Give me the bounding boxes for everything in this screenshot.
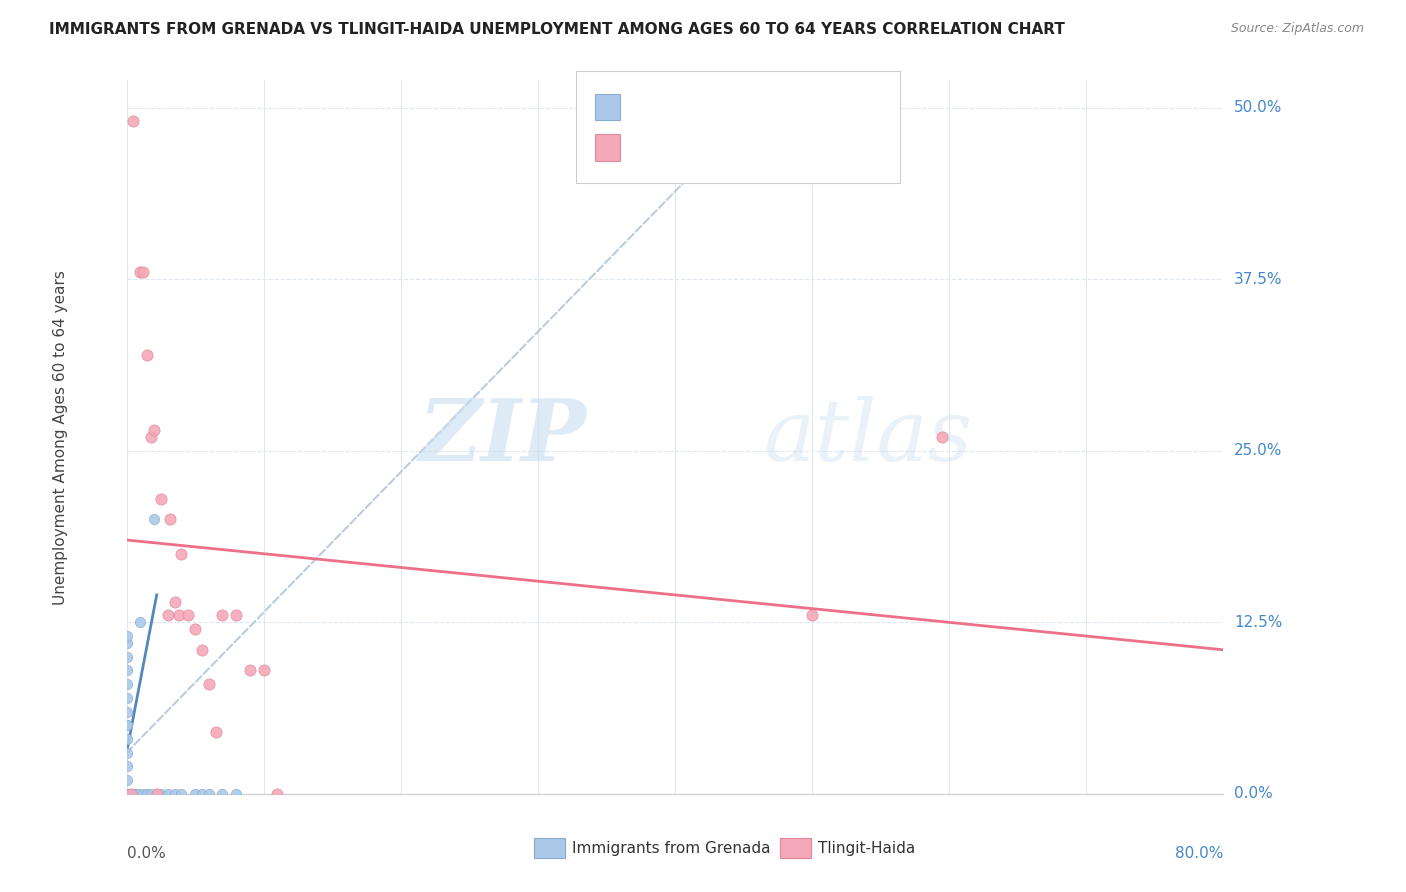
Point xyxy=(239,664,262,678)
Point xyxy=(117,787,139,801)
Point xyxy=(115,664,138,678)
Point xyxy=(118,787,141,801)
Point xyxy=(115,677,138,691)
Point xyxy=(115,629,138,643)
Point xyxy=(204,725,226,739)
Point xyxy=(136,787,159,801)
Point xyxy=(115,759,138,773)
Point xyxy=(225,608,247,623)
Text: 25.0%: 25.0% xyxy=(1234,443,1282,458)
Point xyxy=(136,348,159,362)
Point xyxy=(125,787,148,801)
Point xyxy=(115,787,138,801)
Point xyxy=(170,547,193,561)
Point xyxy=(253,664,276,678)
Point xyxy=(211,608,233,623)
Point xyxy=(117,787,139,801)
Text: R =  0.297   N = 43: R = 0.297 N = 43 xyxy=(628,98,778,112)
Point xyxy=(120,787,142,801)
Point xyxy=(115,746,138,760)
Point xyxy=(115,718,138,732)
Text: Tlingit-Haida: Tlingit-Haida xyxy=(818,841,915,855)
Point xyxy=(122,787,145,801)
Point xyxy=(149,491,172,506)
Point xyxy=(120,787,142,801)
Point xyxy=(118,787,141,801)
Point xyxy=(145,787,167,801)
Text: Unemployment Among Ages 60 to 64 years: Unemployment Among Ages 60 to 64 years xyxy=(53,269,69,605)
Point xyxy=(115,705,138,719)
Point xyxy=(266,787,288,801)
Point xyxy=(211,787,233,801)
Point xyxy=(156,787,179,801)
Text: atlas: atlas xyxy=(762,396,972,478)
Point xyxy=(115,649,138,664)
Point xyxy=(170,787,193,801)
Point xyxy=(159,512,181,526)
Point xyxy=(121,787,143,801)
Point xyxy=(197,787,219,801)
Text: 37.5%: 37.5% xyxy=(1234,272,1282,286)
Point xyxy=(115,787,138,801)
Point xyxy=(163,595,186,609)
Point xyxy=(115,636,138,650)
Point xyxy=(141,430,163,444)
Text: IMMIGRANTS FROM GRENADA VS TLINGIT-HAIDA UNEMPLOYMENT AMONG AGES 60 TO 64 YEARS : IMMIGRANTS FROM GRENADA VS TLINGIT-HAIDA… xyxy=(49,22,1066,37)
Text: 50.0%: 50.0% xyxy=(1234,100,1282,115)
Point xyxy=(143,423,166,437)
Text: Source: ZipAtlas.com: Source: ZipAtlas.com xyxy=(1230,22,1364,36)
Point xyxy=(141,787,163,801)
Text: 80.0%: 80.0% xyxy=(1175,846,1223,861)
Point xyxy=(129,265,152,279)
Point xyxy=(156,608,179,623)
Point xyxy=(122,114,145,128)
Point xyxy=(129,615,152,630)
Point xyxy=(191,787,214,801)
Point xyxy=(115,690,138,705)
Text: ZIP: ZIP xyxy=(419,395,588,479)
Point xyxy=(121,787,143,801)
Point xyxy=(184,787,207,801)
Text: Immigrants from Grenada: Immigrants from Grenada xyxy=(572,841,770,855)
Text: 0.0%: 0.0% xyxy=(127,846,166,861)
Point xyxy=(115,718,138,732)
Point xyxy=(177,608,200,623)
Point xyxy=(115,773,138,788)
Point xyxy=(225,787,247,801)
Point xyxy=(184,622,207,636)
Point xyxy=(115,731,138,746)
Point xyxy=(115,787,138,801)
Point xyxy=(145,787,167,801)
Point xyxy=(132,787,155,801)
Point xyxy=(132,265,155,279)
Point xyxy=(931,430,953,444)
Point xyxy=(163,787,186,801)
Point xyxy=(143,512,166,526)
Text: R = -0.100   N = 26: R = -0.100 N = 26 xyxy=(628,138,779,153)
Text: 0.0%: 0.0% xyxy=(1234,787,1272,801)
Point xyxy=(197,677,219,691)
Point xyxy=(149,787,172,801)
Point xyxy=(124,787,146,801)
Point xyxy=(801,608,824,623)
Text: 12.5%: 12.5% xyxy=(1234,615,1282,630)
Point xyxy=(191,642,214,657)
Point xyxy=(127,787,149,801)
Point xyxy=(120,787,142,801)
Point xyxy=(167,608,190,623)
